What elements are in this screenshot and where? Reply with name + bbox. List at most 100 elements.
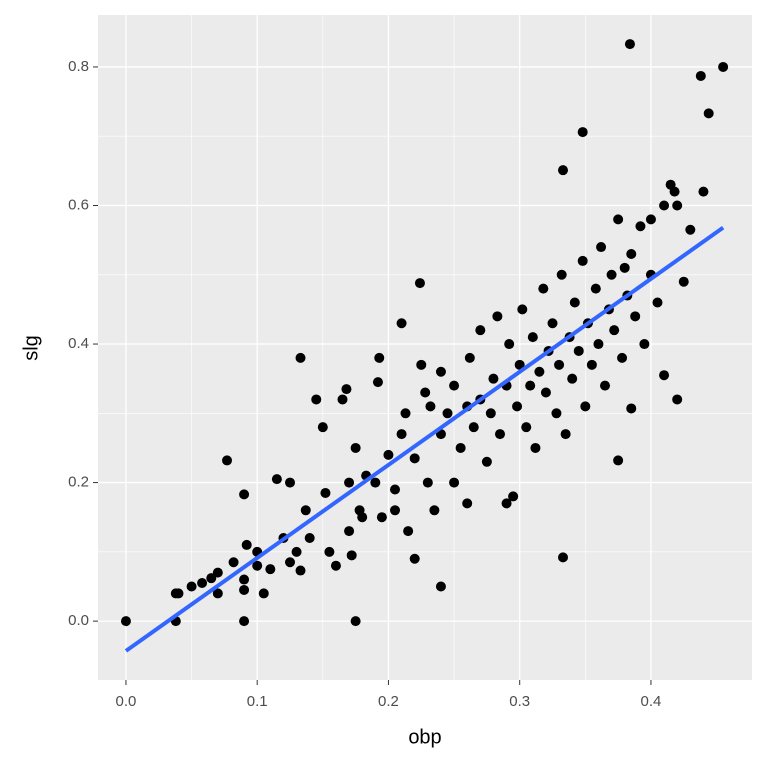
point (197, 578, 208, 589)
point (265, 564, 276, 575)
point (330, 560, 341, 571)
point (344, 477, 355, 488)
point (416, 359, 427, 370)
point (311, 394, 322, 405)
point (414, 278, 425, 289)
y-tick-label: 0.6 (68, 196, 89, 213)
point (645, 214, 656, 225)
point (495, 429, 506, 440)
point (554, 359, 565, 370)
point (350, 442, 361, 453)
point (512, 401, 523, 412)
point (409, 553, 420, 564)
x-tick-label: 0.0 (116, 693, 137, 710)
point (228, 557, 239, 568)
point (475, 325, 486, 336)
point (422, 477, 433, 488)
point (222, 455, 233, 466)
point (538, 283, 549, 294)
point (492, 311, 503, 322)
point (390, 484, 401, 495)
point (396, 318, 407, 329)
point (698, 186, 709, 197)
point (239, 489, 250, 500)
point (285, 557, 296, 568)
point (558, 552, 569, 563)
point (540, 387, 551, 398)
point (462, 498, 473, 509)
point (624, 39, 635, 50)
point (630, 311, 641, 322)
point (659, 200, 670, 211)
point (577, 255, 588, 266)
point (669, 186, 680, 197)
point (212, 588, 223, 599)
point (291, 546, 302, 557)
point (567, 373, 578, 384)
point (464, 352, 475, 363)
point (558, 165, 569, 176)
point (517, 304, 528, 315)
x-axis-title: obp (408, 726, 441, 748)
point (435, 581, 446, 592)
point (569, 297, 580, 308)
point (613, 455, 624, 466)
point (304, 532, 315, 543)
point (449, 380, 460, 391)
point (173, 588, 184, 599)
point (376, 512, 387, 523)
point (120, 616, 131, 627)
point (551, 408, 562, 419)
point (344, 526, 355, 537)
point (514, 359, 525, 370)
point (626, 248, 637, 259)
x-tick-label: 0.3 (509, 693, 530, 710)
point (346, 550, 357, 561)
point (449, 477, 460, 488)
point (468, 422, 479, 433)
point (300, 505, 311, 516)
point (295, 352, 306, 363)
point (317, 422, 328, 433)
point (685, 224, 696, 235)
point (501, 498, 512, 509)
point (420, 387, 431, 398)
point (639, 339, 650, 350)
point (521, 422, 532, 433)
point (239, 574, 250, 585)
point (547, 318, 558, 329)
point (258, 588, 269, 599)
point (718, 61, 729, 72)
point (626, 403, 637, 414)
fit-line (124, 226, 725, 653)
point (212, 567, 223, 578)
point (695, 70, 706, 81)
point (703, 108, 714, 119)
point (429, 505, 440, 516)
x-tick-label: 0.1 (247, 693, 268, 710)
point (396, 429, 407, 440)
point (560, 429, 571, 440)
point (652, 297, 663, 308)
point (285, 477, 296, 488)
point (600, 380, 611, 391)
point (455, 442, 466, 453)
point (488, 373, 499, 384)
point (577, 127, 588, 138)
point (606, 269, 617, 280)
point (672, 394, 683, 405)
point (617, 352, 628, 363)
point (206, 573, 217, 584)
point (186, 581, 197, 592)
point (485, 408, 496, 419)
point (390, 505, 401, 516)
y-tick-label: 0.8 (68, 58, 89, 75)
point (573, 345, 584, 356)
x-tick-label: 0.4 (641, 693, 662, 710)
point (409, 453, 420, 464)
point (672, 200, 683, 211)
point (324, 546, 335, 557)
point (383, 449, 394, 460)
